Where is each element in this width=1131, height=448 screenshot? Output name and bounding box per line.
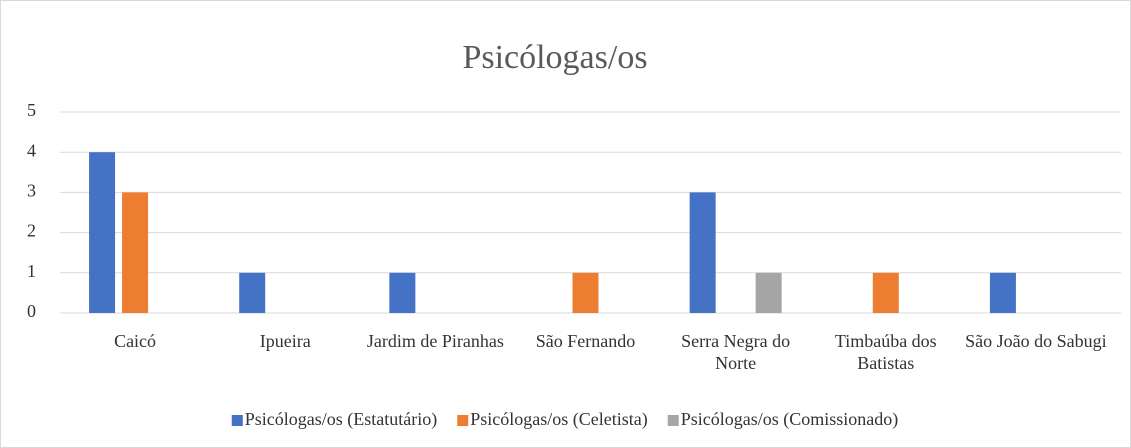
- x-tick-label-box: Serra Negra do Norte: [681, 331, 791, 373]
- bar: [689, 192, 716, 313]
- x-tick-label: São Fernando: [535, 331, 636, 351]
- y-tick-label: 3: [27, 181, 36, 201]
- x-tick-label: Jardim de Piranhas: [366, 331, 504, 351]
- y-tick-label: 0: [27, 301, 36, 321]
- x-tick-label-box: Ipueira: [259, 331, 311, 351]
- x-tick-label-box: Caicó: [114, 331, 157, 351]
- legend-swatch: [457, 415, 469, 426]
- bar: [755, 272, 782, 313]
- bar: [389, 272, 416, 313]
- legend-swatch: [231, 415, 243, 426]
- y-tick-label: 4: [27, 140, 36, 160]
- bar: [122, 192, 149, 313]
- bar: [572, 272, 599, 313]
- bar: [89, 152, 116, 313]
- legend-label: Psicólogas/os (Estatutário): [245, 409, 437, 430]
- bar: [989, 272, 1016, 313]
- chart-title: Psicólogas/os: [462, 39, 647, 76]
- legend-item: Psicólogas/os (Celetista): [457, 409, 648, 430]
- y-tick-label: 1: [27, 261, 36, 281]
- x-tick-label-box: Timbaúba dos Batistas: [834, 331, 937, 373]
- legend-item: Psicólogas/os (Comissionado): [667, 409, 899, 430]
- legend-swatch: [667, 415, 679, 426]
- x-tick-label: São João do Sabugi: [965, 331, 1107, 351]
- legend-label: Psicólogas/os (Celetista): [470, 409, 647, 430]
- bar: [872, 272, 899, 313]
- x-tick-label-box: Jardim de Piranhas: [366, 331, 504, 351]
- x-tick-label: Ipueira: [259, 331, 311, 351]
- legend-item: Psicólogas/os (Estatutário): [231, 409, 437, 430]
- x-tick-label: Caicó: [114, 331, 157, 351]
- y-tick-label: 5: [27, 100, 36, 120]
- legend-label: Psicólogas/os (Comissionado): [681, 409, 899, 430]
- x-tick-label-box: São João do Sabugi: [965, 331, 1107, 351]
- x-tick-label: Timbaúba dos Batistas: [834, 331, 937, 373]
- x-tick-label-box: São Fernando: [535, 331, 636, 351]
- x-tick-label: Serra Negra do Norte: [681, 331, 791, 373]
- bar: [239, 272, 266, 313]
- y-tick-label: 2: [27, 221, 36, 241]
